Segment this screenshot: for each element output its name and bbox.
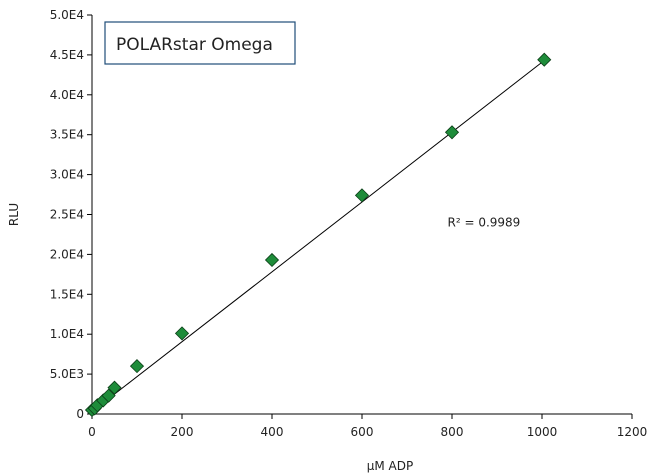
y-tick-label: 4.5E4: [50, 48, 84, 62]
x-tick-label: 1000: [527, 425, 558, 439]
y-tick-label: 2.5E4: [50, 208, 84, 222]
plot-area: 0 5.0E3 1.0E4 1.5E4 2.0E4 2.5E4 3.0E4 3.5E4 4.0E…: [50, 8, 648, 439]
y-tick-label: 5.0E3: [50, 367, 84, 381]
x-tick-label: 200: [171, 425, 194, 439]
y-tick-label: 1.0E4: [50, 327, 84, 341]
data-point: [129, 359, 145, 374]
x-axis-label: µM ADP: [367, 459, 414, 473]
x-tick-label: 0: [88, 425, 96, 439]
data-point: [101, 388, 116, 403]
data-point: [354, 188, 370, 203]
r-squared-annotation: R² = 0.9989: [448, 215, 521, 229]
x-tick-label: 800: [441, 425, 464, 439]
y-tick-label: 4.0E4: [50, 88, 84, 102]
data-point: [107, 380, 122, 395]
data-point: [444, 125, 460, 140]
trendline: [91, 60, 545, 413]
x-tick-label: 400: [261, 425, 284, 439]
data-point: [264, 252, 280, 268]
y-axis-label: RLU: [7, 203, 21, 226]
data-point: [174, 326, 190, 341]
y-tick-label: 3.5E4: [50, 128, 84, 142]
data-point: [537, 52, 552, 67]
y-tick-label: 3.0E4: [50, 168, 84, 182]
y-tick-label: 1.5E4: [50, 287, 84, 301]
legend-box-text: POLARstar Omega: [116, 35, 273, 55]
y-tick-label: 0: [76, 407, 84, 421]
y-tick-label: 5.0E4: [50, 8, 84, 22]
x-tick-label: 600: [351, 425, 374, 439]
legend-box: [104, 21, 296, 65]
y-tick-label: 2.0E4: [50, 247, 84, 261]
x-tick-label: 1200: [617, 425, 648, 439]
